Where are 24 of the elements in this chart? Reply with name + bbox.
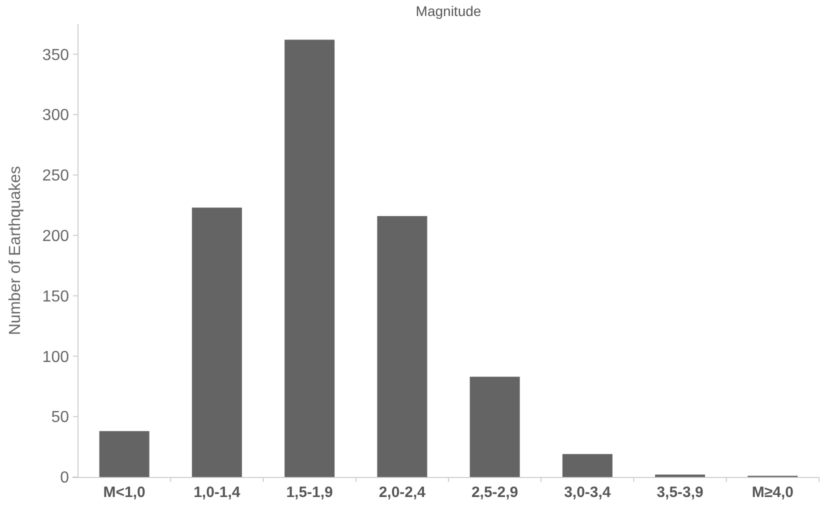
bar [99,431,150,477]
bar [377,216,428,477]
y-tick-label: 300 [42,107,70,124]
y-tick-label: 150 [42,288,70,306]
x-tick-label: 1,5-1,9 [286,484,333,501]
y-tick-label: 350 [42,46,70,64]
x-tick-label: 3,0-3,4 [564,484,612,501]
x-tick-label: 2,0-2,4 [378,484,426,501]
x-tick-label: M<1,0 [103,484,146,501]
bar [562,454,612,477]
bar [284,40,335,477]
y-tick-label: 50 [51,409,70,426]
bar [470,376,520,477]
y-tick-label: 100 [42,348,70,366]
y-tick-label: 250 [42,168,70,185]
y-tick-label: 0 [60,470,70,487]
bar [192,208,242,477]
x-tick-label: 1,0-1,4 [194,484,241,501]
y-tick-label: 200 [42,228,70,245]
y-axis-title: Number of Earthquakes [7,166,24,335]
chart-title: Magnitude [416,3,482,19]
x-tick-label: 3,5-3,9 [656,484,704,501]
x-tick-label: M≥4,0 [752,484,794,501]
x-tick-label: 2,5-2,9 [471,484,518,501]
